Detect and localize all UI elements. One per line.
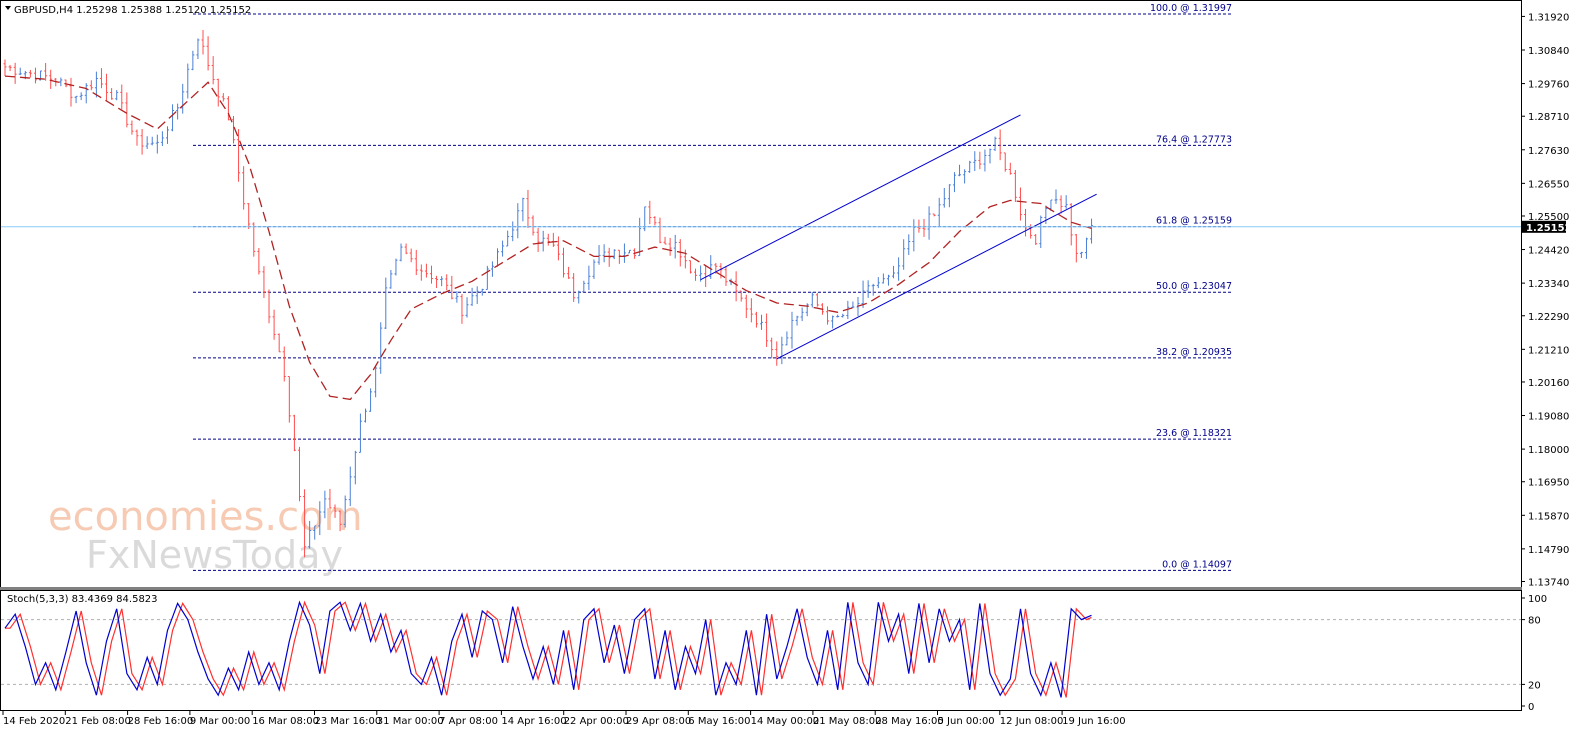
watermark-fxnewstoday: FxNewsToday: [86, 533, 343, 577]
price-tick-label: 1.22290: [1528, 312, 1569, 323]
fib-level-label: 38.2 @ 1.20935: [1156, 347, 1232, 358]
indicator-header: Stoch(5,3,3) 83.4369 84.5823: [7, 594, 158, 605]
price-tick-label: 1.31920: [1528, 12, 1569, 23]
price-channel[interactable]: [700, 114, 1097, 360]
fib-level-label: 61.8 @ 1.25159: [1156, 216, 1232, 227]
stoch-tick-label: 20: [1528, 680, 1541, 691]
price-tick-label: 1.27630: [1528, 146, 1569, 157]
stoch-signal-line: [5, 600, 1092, 698]
time-tick-label: 6 May 16:00: [688, 716, 750, 727]
price-tick-label: 1.18000: [1528, 445, 1569, 456]
time-tick-label: 5 Jun 00:00: [938, 716, 995, 727]
stoch-tick-label: 0: [1528, 702, 1534, 713]
time-tick-label: 14 Apr 16:00: [501, 716, 566, 727]
price-tick-label: 1.13740: [1528, 578, 1569, 589]
price-tick-label: 1.29760: [1528, 80, 1569, 91]
time-tick-label: 29 Apr 08:00: [626, 716, 691, 727]
fib-level-label: 50.0 @ 1.23047: [1156, 281, 1232, 292]
candlestick-series: [3, 29, 1094, 558]
price-tick-label: 1.20160: [1528, 378, 1569, 389]
price-axis: 1.31920 1.30840 1.29760 1.28710 1.27630 1.265…: [1521, 12, 1572, 589]
ma-line: [4, 75, 1092, 401]
time-tick-label: 14 Feb 2020: [3, 716, 65, 727]
time-tick-label: 28 May 16:00: [875, 716, 944, 727]
time-tick-label: 22 Apr 00:00: [564, 716, 629, 727]
time-tick-label: 31 Mar 00:00: [377, 716, 444, 727]
current-price-label: 1.25152: [1526, 223, 1572, 234]
price-tick-label: 1.28710: [1528, 112, 1569, 123]
time-tick-label: 28 Feb 16:00: [128, 716, 194, 727]
separator-bar[interactable]: [0, 587, 1522, 590]
stoch-tick-label: 80: [1528, 616, 1541, 627]
price-tick-label: 1.21210: [1528, 345, 1569, 356]
fib-level-label: 76.4 @ 1.27773: [1156, 134, 1232, 145]
time-tick-label: 23 Mar 16:00: [315, 716, 382, 727]
stochastic-axis: 100 80 20 0: [1521, 594, 1547, 713]
moving-average: [4, 75, 1092, 401]
price-tick-label: 1.15870: [1528, 511, 1569, 522]
stoch-tick-label: 100: [1528, 594, 1547, 605]
price-tick-label: 1.23340: [1528, 279, 1569, 290]
time-tick-label: 19 Jun 16:00: [1062, 716, 1126, 727]
channel-upper-line: [700, 114, 1021, 281]
fib-level-label: 0.0 @ 1.14097: [1162, 559, 1232, 570]
dropdown-arrow-icon[interactable]: [5, 6, 11, 10]
price-tick-label: 1.16950: [1528, 478, 1569, 489]
stoch-main-line: [4, 600, 1092, 698]
stochastic-indicator: [1, 600, 1521, 698]
time-tick-label: 21 May 08:00: [813, 716, 882, 727]
watermark-economies: economies.com: [48, 494, 363, 540]
fib-level-label: 100.0 @ 1.31997: [1150, 3, 1232, 14]
time-tick-label: 9 Mar 00:00: [190, 716, 250, 727]
time-tick-label: 16 Mar 08:00: [252, 716, 319, 727]
fib-level-label: 23.6 @ 1.18321: [1156, 428, 1232, 439]
time-tick-label: 21 Feb 08:00: [65, 716, 131, 727]
time-tick-label: 12 Jun 08:00: [1000, 716, 1064, 727]
main-chart-frame: [0, 0, 1522, 588]
price-tick-label: 1.14790: [1528, 545, 1569, 556]
price-tick-label: 1.19080: [1528, 412, 1569, 423]
time-tick-label: 7 Apr 08:00: [439, 716, 498, 727]
price-tick-label: 1.25500: [1528, 212, 1569, 223]
time-tick-label: 14 May 00:00: [751, 716, 820, 727]
channel-lower-line: [776, 193, 1097, 360]
current-price-tag: [1522, 220, 1566, 233]
symbol-header: GBPUSD,H4 1.25298 1.25388 1.25120 1.2515…: [14, 5, 251, 16]
price-tick-label: 1.24420: [1528, 246, 1569, 257]
price-tick-label: 1.30840: [1528, 46, 1569, 57]
price-tick-label: 1.26550: [1528, 179, 1569, 190]
